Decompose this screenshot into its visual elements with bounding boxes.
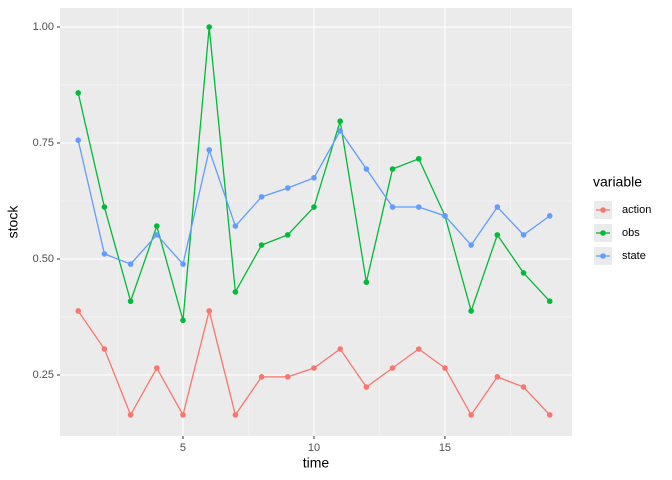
x-tick-label: 5 xyxy=(180,442,186,454)
data-point xyxy=(206,308,212,314)
x-tick-label: 10 xyxy=(308,442,320,454)
legend-key-point xyxy=(600,207,606,213)
x-tick-label: 15 xyxy=(439,442,451,454)
data-point xyxy=(284,232,291,238)
data-point xyxy=(520,232,527,238)
data-point xyxy=(363,279,370,285)
data-point xyxy=(546,213,553,219)
data-point xyxy=(337,118,343,125)
data-point xyxy=(415,204,422,210)
data-point xyxy=(311,365,317,371)
data-point xyxy=(494,232,501,238)
data-point xyxy=(180,261,186,267)
data-point xyxy=(389,166,396,172)
data-point xyxy=(468,412,474,418)
data-point xyxy=(546,412,553,418)
data-point xyxy=(284,374,291,380)
data-point xyxy=(389,204,396,210)
data-point xyxy=(311,175,317,181)
data-point xyxy=(180,317,186,324)
data-point xyxy=(232,289,239,295)
data-point xyxy=(127,261,134,267)
data-point xyxy=(494,204,501,210)
data-point xyxy=(389,365,396,371)
data-point xyxy=(494,374,501,380)
data-point xyxy=(337,128,343,134)
data-point xyxy=(337,346,343,352)
y-tick-label: 0.50 xyxy=(33,253,54,265)
data-point xyxy=(206,147,212,153)
plot-panel xyxy=(60,8,572,436)
data-point xyxy=(258,242,265,248)
legend-label: action xyxy=(622,204,651,216)
data-point xyxy=(363,384,370,390)
data-point xyxy=(75,308,82,314)
data-point xyxy=(520,384,527,390)
y-tick-label: 1.00 xyxy=(33,21,54,33)
data-point xyxy=(101,204,108,210)
legend-key-point xyxy=(600,230,606,236)
data-point xyxy=(206,24,212,30)
data-point xyxy=(546,298,553,305)
data-point xyxy=(363,166,370,172)
data-point xyxy=(101,346,108,352)
data-point xyxy=(284,185,291,191)
data-point xyxy=(101,251,108,257)
data-point xyxy=(258,374,265,380)
data-point xyxy=(415,155,422,162)
data-point xyxy=(442,365,448,371)
data-point xyxy=(153,365,160,371)
data-point xyxy=(415,346,422,352)
legend-title: variable xyxy=(593,174,642,190)
data-point xyxy=(232,223,239,229)
y-axis-title: stock xyxy=(5,205,21,239)
data-point xyxy=(153,232,160,238)
legend-label: obs xyxy=(622,227,640,239)
data-point xyxy=(180,412,186,418)
data-point xyxy=(468,308,474,314)
data-point xyxy=(311,204,317,210)
data-point xyxy=(468,242,474,248)
y-tick-label: 0.75 xyxy=(33,137,54,149)
data-point xyxy=(520,270,527,276)
y-tick-label: 0.25 xyxy=(33,369,54,381)
data-point xyxy=(75,90,82,96)
data-point xyxy=(258,194,265,200)
x-axis-title: time xyxy=(303,455,330,471)
data-point xyxy=(127,412,134,418)
legend-label: state xyxy=(622,250,646,262)
data-point xyxy=(442,213,448,219)
data-point xyxy=(127,298,134,305)
data-point xyxy=(75,137,82,144)
legend-key-point xyxy=(600,253,606,259)
data-point xyxy=(153,223,160,229)
data-point xyxy=(232,412,239,418)
